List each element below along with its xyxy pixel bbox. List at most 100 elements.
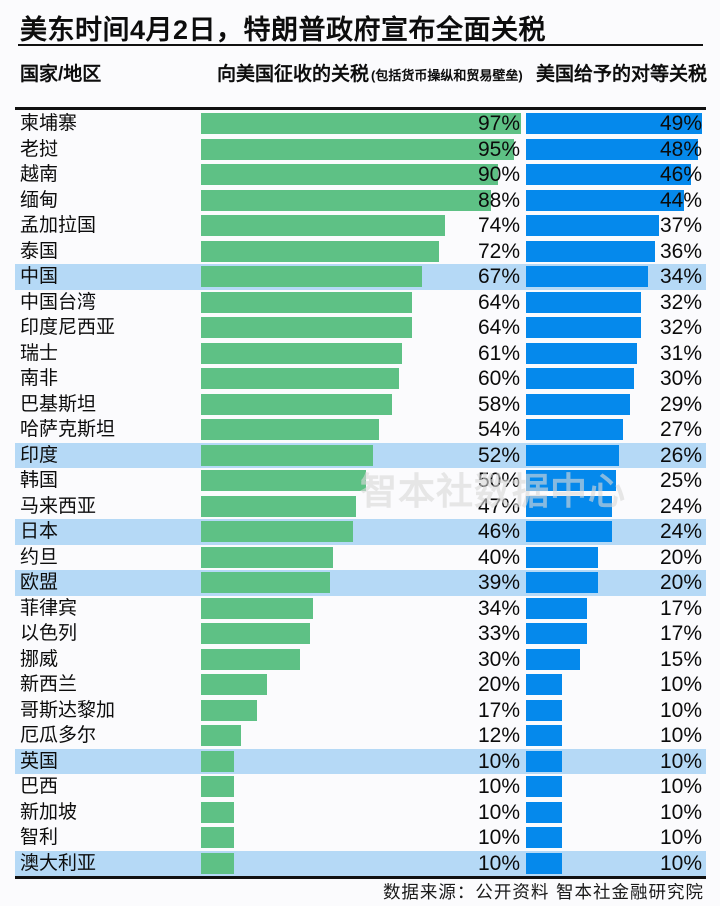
reciprocal-tariff-bar	[526, 164, 692, 185]
table-row: 以色列 33% 17%	[0, 621, 720, 647]
charged-tariff-bar	[201, 393, 393, 415]
reciprocal-tariff-value: 10%	[659, 724, 702, 747]
reciprocal-tariff-bar	[526, 725, 562, 746]
table-row: 巴基斯坦 58% 29%	[0, 392, 720, 418]
reciprocal-tariff-bar	[526, 342, 638, 364]
reciprocal-tariff-bar	[526, 266, 649, 287]
charged-tariff-value: 30%	[477, 647, 520, 671]
header-divider	[15, 107, 706, 110]
table-row: 韩国 50% 25%	[0, 468, 720, 494]
table-row: 中国 67% 34%	[0, 264, 720, 290]
charged-tariff-value: 39%	[477, 571, 520, 594]
charged-tariff-value: 50%	[477, 469, 520, 492]
reciprocal-tariff-value: 46%	[659, 163, 702, 186]
table-row: 新加坡 10% 10%	[0, 800, 720, 826]
table-row: 马来西亚 47% 24%	[0, 494, 720, 520]
country-label: 南非	[20, 368, 59, 389]
charged-tariff-value: 10%	[477, 826, 520, 849]
reciprocal-tariff-value: 44%	[659, 188, 702, 212]
reciprocal-tariff-bar	[526, 368, 634, 389]
country-label: 中国台湾	[20, 291, 97, 313]
reciprocal-tariff-value: 26%	[659, 443, 702, 467]
reciprocal-tariff-bar	[526, 291, 641, 313]
country-label: 日本	[20, 521, 59, 542]
charged-tariff-value: 90%	[477, 163, 520, 186]
charged-tariff-value: 64%	[477, 316, 520, 339]
country-label: 韩国	[20, 470, 59, 491]
table-row: 菲律宾 34% 17%	[0, 596, 720, 622]
charged-tariff-value: 61%	[477, 341, 520, 365]
table-row: 智利 10% 10%	[0, 825, 720, 851]
reciprocal-tariff-bar	[526, 521, 613, 542]
country-label: 印度尼西亚	[20, 317, 116, 338]
charged-tariff-bar	[201, 699, 258, 721]
table-row: 日本 46% 24%	[0, 519, 720, 545]
charged-tariff-bar	[201, 368, 399, 389]
reciprocal-tariff-bar	[526, 546, 598, 568]
footer-divider	[15, 876, 706, 879]
charged-tariff-bar	[201, 470, 366, 491]
column-headers: 国家/地区 向美国征收的关税 (包括货币操纵和贸易壁垒) 美国给予的对等关税	[0, 61, 720, 89]
reciprocal-tariff-value: 24%	[659, 520, 702, 543]
data-source: 数据来源：公开资料 智本社金融研究院	[382, 883, 704, 903]
charged-tariff-value: 10%	[477, 800, 520, 824]
table-row: 缅甸 88% 44%	[0, 188, 720, 214]
charged-tariff-bar	[201, 597, 314, 619]
reciprocal-tariff-bar	[526, 470, 616, 491]
reciprocal-tariff-bar	[526, 393, 631, 415]
charged-tariff-value: 88%	[477, 188, 520, 212]
charged-tariff-bar	[201, 776, 234, 797]
charged-tariff-bar	[201, 138, 515, 160]
country-label: 哥斯达黎加	[20, 699, 116, 721]
reciprocal-tariff-value: 10%	[659, 749, 702, 773]
column-header-country: 国家/地区	[20, 64, 102, 85]
charged-tariff-bar	[201, 725, 241, 746]
country-label: 马来西亚	[20, 495, 97, 517]
table-row: 印度尼西亚 64% 32%	[0, 315, 720, 341]
charged-tariff-value: 67%	[477, 265, 520, 288]
page-title: 美东时间4月2日，特朗普政府宣布全面关税	[20, 15, 547, 45]
country-label: 英国	[20, 750, 59, 772]
charged-tariff-bar	[201, 495, 357, 517]
table-row: 新西兰 20% 10%	[0, 672, 720, 698]
reciprocal-tariff-value: 10%	[659, 673, 702, 696]
table-row: 哈萨克斯坦 54% 27%	[0, 417, 720, 443]
charged-tariff-value: 17%	[477, 698, 520, 722]
charged-tariff-bar	[201, 827, 234, 848]
country-label: 缅甸	[20, 189, 59, 211]
charged-tariff-bar	[201, 852, 234, 874]
country-label: 智利	[20, 827, 59, 848]
reciprocal-tariff-value: 49%	[659, 112, 702, 135]
charged-tariff-value: 40%	[477, 545, 520, 569]
table-row: 哥斯达黎加 17% 10%	[0, 698, 720, 724]
charged-tariff-value: 60%	[477, 367, 520, 390]
reciprocal-tariff-bar	[526, 776, 562, 797]
charged-tariff-bar	[201, 648, 300, 670]
country-label: 老挝	[20, 138, 59, 160]
country-label: 柬埔寨	[20, 113, 78, 134]
reciprocal-tariff-value: 17%	[659, 596, 702, 620]
country-label: 欧盟	[20, 572, 59, 593]
charged-tariff-bar	[201, 572, 330, 593]
reciprocal-tariff-bar	[526, 419, 623, 440]
charged-tariff-bar	[201, 342, 403, 364]
table-row: 南非 60% 30%	[0, 366, 720, 392]
country-label: 菲律宾	[20, 597, 78, 619]
reciprocal-tariff-bar	[526, 215, 659, 236]
reciprocal-tariff-value: 24%	[659, 494, 702, 518]
table-row: 老挝 95% 48%	[0, 137, 720, 163]
charged-tariff-bar	[201, 164, 498, 185]
tariff-table: 柬埔寨 97% 49% 老挝 95% 48% 越南 90% 46% 缅甸 88% 44% 孟加拉国 74%…	[0, 111, 720, 876]
charged-tariff-value: 64%	[477, 290, 520, 314]
reciprocal-tariff-bar	[526, 674, 562, 695]
reciprocal-tariff-value: 27%	[659, 418, 702, 441]
country-label: 哈萨克斯坦	[20, 419, 116, 440]
column-header-charged-label: 向美国征收的关税	[217, 64, 370, 85]
column-header-reciprocal-tariff: 美国给予的对等关税	[536, 64, 708, 85]
charged-tariff-bar	[201, 444, 373, 466]
charged-tariff-value: 97%	[477, 112, 520, 135]
reciprocal-tariff-bar	[526, 597, 588, 619]
reciprocal-tariff-value: 10%	[659, 775, 702, 798]
country-label: 新加坡	[20, 801, 78, 823]
reciprocal-tariff-bar	[526, 852, 562, 874]
